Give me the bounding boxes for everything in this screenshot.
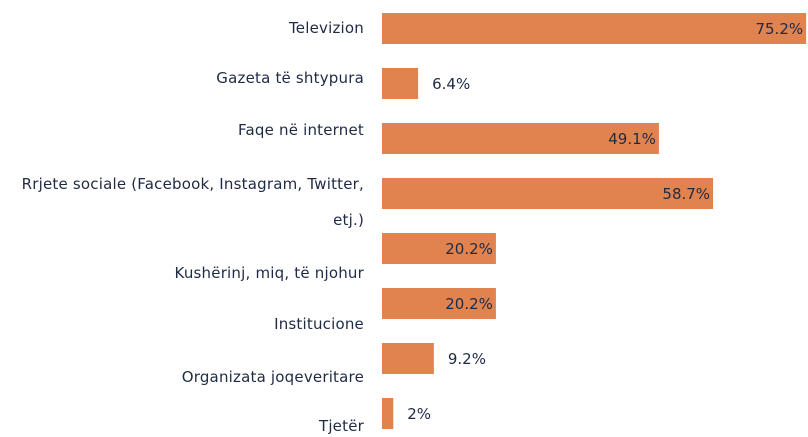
bar bbox=[382, 233, 496, 264]
category-label: Tjetër bbox=[318, 417, 364, 435]
value-label: 75.2% bbox=[755, 20, 803, 38]
value-label: 9.2% bbox=[448, 350, 486, 368]
category-label: Rrjete sociale (Facebook, Instagram, Twi… bbox=[21, 175, 364, 229]
category-label: Televizion bbox=[288, 19, 364, 37]
category-label: Faqe në internet bbox=[238, 121, 364, 139]
bar bbox=[382, 288, 496, 319]
bar bbox=[382, 343, 434, 374]
category-label: Organizata joqeveritare bbox=[181, 368, 364, 386]
value-label: 2% bbox=[407, 405, 431, 423]
value-label: 20.2% bbox=[445, 295, 493, 313]
category-label: Institucione bbox=[274, 315, 364, 333]
bar bbox=[382, 178, 714, 209]
category-label: Gazeta të shtypura bbox=[216, 69, 364, 87]
value-label: 58.7% bbox=[662, 185, 710, 203]
value-label: 49.1% bbox=[608, 130, 656, 148]
category-label: Kushërinj, miq, të njohur bbox=[174, 264, 364, 282]
value-label: 20.2% bbox=[445, 240, 493, 258]
value-label: 6.4% bbox=[432, 75, 470, 93]
bar bbox=[382, 398, 394, 429]
bar bbox=[382, 13, 807, 44]
bar bbox=[382, 123, 659, 154]
bar bbox=[382, 68, 419, 99]
